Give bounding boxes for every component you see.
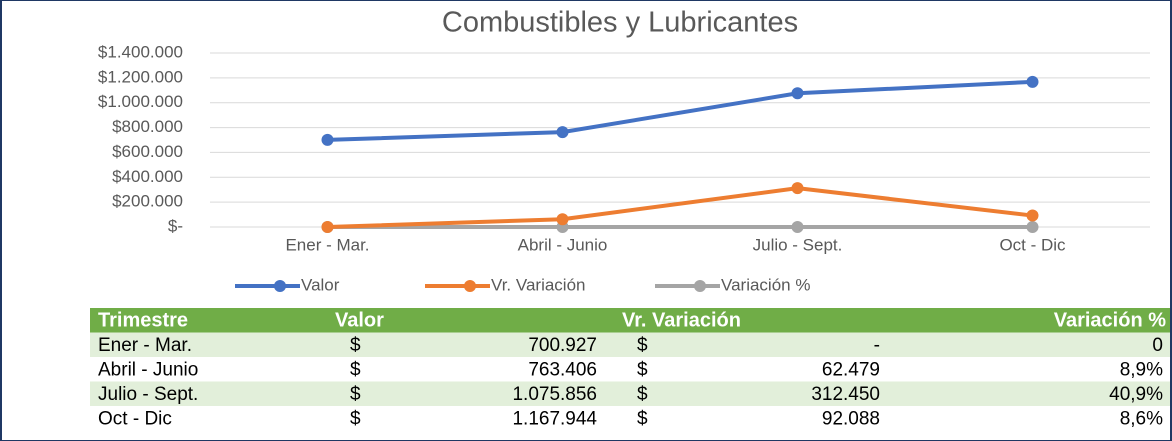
y-tick-label: $1.400.000 xyxy=(98,42,183,61)
table-row-bg xyxy=(90,332,1170,357)
y-tick-label: $1.200.000 xyxy=(98,67,183,86)
table-cell: $ xyxy=(350,335,361,356)
y-tick-label: $200.000 xyxy=(112,192,183,211)
y-tick-label: $600.000 xyxy=(112,142,183,161)
table-cell: 0 xyxy=(1152,335,1163,356)
y-tick-label: $800.000 xyxy=(112,117,183,136)
data-point xyxy=(1026,220,1039,233)
data-point xyxy=(321,133,334,146)
table-cell: $ xyxy=(350,408,361,429)
legend-label: Variación % xyxy=(721,275,810,294)
data-line xyxy=(327,79,1033,142)
table-cell: 763.406 xyxy=(528,359,597,380)
table-cell: $ xyxy=(637,408,648,429)
data-line xyxy=(327,186,1033,229)
table-cell: Julio - Sept. xyxy=(98,384,198,405)
table-cell: - xyxy=(874,335,880,356)
table-cell: 92.088 xyxy=(822,408,880,429)
table-cell: 40,9% xyxy=(1109,384,1163,405)
legend-marker xyxy=(694,280,706,292)
table-header: Trimestre xyxy=(98,310,188,332)
legend-marker xyxy=(464,280,476,292)
legend-marker xyxy=(274,280,286,292)
table-cell: $ xyxy=(637,359,648,380)
chart-title: Combustibles y Lubricantes xyxy=(442,7,798,39)
table-cell: 8,6% xyxy=(1120,408,1163,429)
data-point xyxy=(791,87,804,100)
table-cell: $ xyxy=(637,384,648,405)
y-tick-label: $- xyxy=(168,216,183,235)
data-point xyxy=(791,220,804,233)
table-cell: $ xyxy=(350,384,361,405)
table-cell: 700.927 xyxy=(528,335,597,356)
table-header-bg xyxy=(90,308,1170,333)
table-cell: Oct - Dic xyxy=(98,408,172,429)
data-point xyxy=(321,221,334,233)
y-tick-label: $1.000.000 xyxy=(98,92,183,111)
data-point xyxy=(791,182,804,195)
table-cell: Ener - Mar. xyxy=(98,335,192,356)
table-cell: 312.450 xyxy=(811,384,880,405)
data-point xyxy=(1026,209,1039,222)
y-tick-label: $400.000 xyxy=(112,167,183,186)
x-tick-label: Abril - Junio xyxy=(518,235,608,254)
table-row-bg xyxy=(90,381,1170,406)
data-point xyxy=(556,126,569,139)
x-tick-label: Oct - Dic xyxy=(999,235,1066,254)
table-header: Vr. Variación xyxy=(622,310,741,332)
table-cell: 8,9% xyxy=(1120,359,1163,380)
table-cell: 1.075.856 xyxy=(512,384,597,405)
table-row-bg xyxy=(90,357,1170,382)
table-cell: Abril - Junio xyxy=(98,359,198,380)
legend-label: Vr. Variación xyxy=(491,275,586,294)
x-tick-label: Ener - Mar. xyxy=(285,235,369,254)
table-cell: $ xyxy=(637,335,648,356)
table-row-bg xyxy=(90,406,1170,431)
table-cell: 62.479 xyxy=(822,359,880,380)
table-header: Variación % xyxy=(1054,310,1166,332)
data-point xyxy=(556,213,569,226)
table-cell: $ xyxy=(350,359,361,380)
data-point xyxy=(1026,75,1039,88)
legend-label: Valor xyxy=(301,275,340,294)
x-tick-label: Julio - Sept. xyxy=(753,235,843,254)
table-header: Valor xyxy=(335,310,384,332)
table-cell: 1.167.944 xyxy=(512,408,597,429)
